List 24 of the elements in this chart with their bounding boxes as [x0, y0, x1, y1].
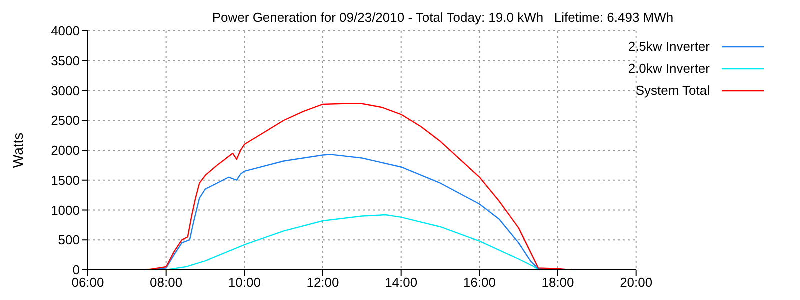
line-series: [166, 214, 540, 270]
x-tick-label: 18:00: [542, 275, 574, 290]
legend-label: 2.0kw Inverter: [628, 60, 710, 78]
x-tick-label: 10:00: [228, 275, 261, 290]
line-series: [146, 103, 570, 270]
y-tick-label: 3000: [51, 83, 80, 98]
y-tick-label: 2000: [51, 143, 80, 158]
y-tick-label: 500: [58, 232, 80, 248]
x-tick-label: 14:00: [385, 275, 418, 290]
y-tick-label: 0: [72, 262, 80, 278]
legend-label: System Total: [636, 82, 710, 100]
y-tick-label: 1000: [51, 202, 80, 218]
y-tick-label: 1500: [51, 172, 80, 188]
y-tick-label: 4000: [51, 24, 80, 39]
y-axis-title: Watts: [10, 132, 26, 168]
x-tick-label: 06:00: [72, 275, 104, 290]
chart-title: Power Generation for 09/23/2010 - Total Today: 19.0 kWh Lifetime: 6.493 MWh: [211, 10, 675, 25]
x-tick-label: 12:00: [306, 275, 340, 290]
x-tick-label: 08:00: [150, 275, 183, 290]
y-tick-label: 2500: [51, 113, 80, 128]
y-tick-label: 3500: [51, 53, 80, 68]
x-tick-label: 20:00: [620, 275, 653, 290]
legend-label: 2.5kw Inverter: [628, 38, 710, 56]
x-tick-label: 16:00: [463, 275, 496, 290]
